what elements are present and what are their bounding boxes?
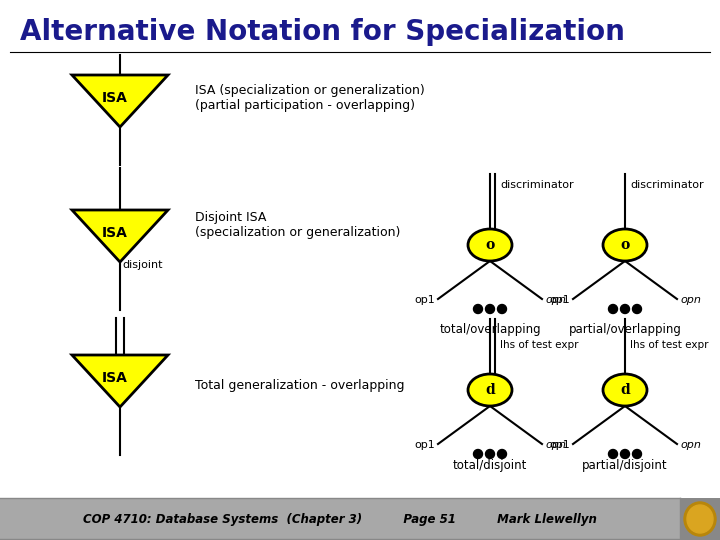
- Text: o: o: [621, 238, 629, 252]
- Ellipse shape: [468, 374, 512, 406]
- Text: Disjoint ISA
(specialization or generalization): Disjoint ISA (specialization or generali…: [195, 211, 400, 239]
- Circle shape: [498, 305, 506, 314]
- Text: discriminator: discriminator: [500, 180, 574, 190]
- Circle shape: [498, 449, 506, 458]
- Ellipse shape: [603, 229, 647, 261]
- Text: Total generalization - overlapping: Total generalization - overlapping: [195, 379, 405, 392]
- Ellipse shape: [684, 502, 716, 536]
- Polygon shape: [72, 75, 168, 127]
- Circle shape: [621, 305, 629, 314]
- Text: op1: op1: [414, 440, 435, 450]
- Ellipse shape: [687, 505, 713, 533]
- Circle shape: [485, 305, 495, 314]
- Bar: [680, 498, 720, 540]
- Text: ISA (specialization or generalization)
(partial participation - overlapping): ISA (specialization or generalization) (…: [195, 84, 425, 112]
- Polygon shape: [72, 210, 168, 262]
- Text: opn: opn: [680, 440, 701, 450]
- Circle shape: [474, 305, 482, 314]
- Text: COP 4710: Database Systems  (Chapter 3)          Page 51          Mark Llewellyn: COP 4710: Database Systems (Chapter 3) P…: [83, 512, 597, 525]
- Text: d: d: [620, 383, 630, 397]
- Text: Alternative Notation for Specialization: Alternative Notation for Specialization: [20, 18, 625, 46]
- Text: total/disjoint: total/disjoint: [453, 458, 527, 471]
- Text: opn: opn: [545, 295, 566, 305]
- Text: partial/overlapping: partial/overlapping: [569, 323, 681, 336]
- Text: d: d: [485, 383, 495, 397]
- Circle shape: [632, 449, 642, 458]
- Circle shape: [474, 449, 482, 458]
- Circle shape: [608, 305, 618, 314]
- Text: o: o: [485, 238, 495, 252]
- Circle shape: [621, 449, 629, 458]
- Text: op1: op1: [414, 295, 435, 305]
- Text: lhs of test expr: lhs of test expr: [630, 340, 708, 350]
- Text: ISA: ISA: [102, 372, 128, 386]
- Polygon shape: [72, 355, 168, 407]
- Text: ISA: ISA: [102, 91, 128, 105]
- Text: discriminator: discriminator: [630, 180, 703, 190]
- Bar: [0, 498, 680, 540]
- Text: lhs of test expr: lhs of test expr: [500, 340, 578, 350]
- Text: op1: op1: [549, 295, 570, 305]
- Circle shape: [608, 449, 618, 458]
- Ellipse shape: [603, 374, 647, 406]
- Circle shape: [485, 449, 495, 458]
- Ellipse shape: [468, 229, 512, 261]
- Text: opn: opn: [545, 440, 566, 450]
- Text: partial/disjoint: partial/disjoint: [582, 458, 668, 471]
- Text: ISA: ISA: [102, 226, 128, 240]
- Text: disjoint: disjoint: [122, 260, 163, 270]
- Text: total/overlapping: total/overlapping: [439, 323, 541, 336]
- Circle shape: [632, 305, 642, 314]
- Text: op1: op1: [549, 440, 570, 450]
- Text: opn: opn: [680, 295, 701, 305]
